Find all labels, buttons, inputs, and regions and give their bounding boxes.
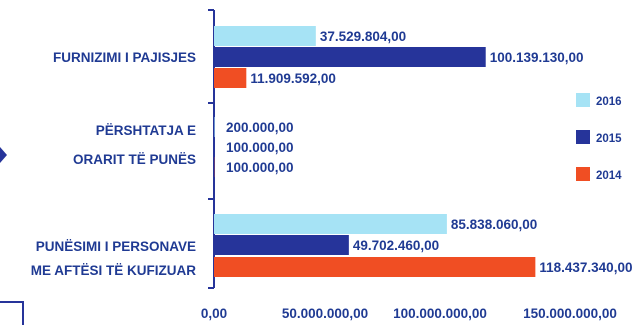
value-labels: 37.529.804,00 100.139.130,00 11.909.592,00…	[226, 29, 632, 275]
legend-label-2015: 2015	[596, 133, 622, 145]
value-label: 11.909.592,00	[250, 71, 336, 86]
x-tick-label: 100.000.000,00	[393, 306, 487, 321]
bar-2016-3	[214, 214, 447, 234]
value-label: 100.139.130,00	[490, 50, 584, 65]
category-label: PUNËSIMI I PERSONAVE	[36, 239, 196, 254]
value-label: 200.000,00	[226, 120, 294, 135]
category-label: ORARIT TË PUNËS	[73, 152, 196, 167]
value-label: 118.437.340,00	[539, 260, 632, 275]
x-tick-labels: 0,00 50.000.000,00 100.000.000,00 150.000.0…	[201, 306, 617, 321]
corner-bracket	[0, 301, 24, 325]
axis	[208, 9, 215, 289]
bar-2016-2	[214, 117, 215, 137]
category-label: FURNIZIMI I PAJISJES	[53, 50, 196, 65]
value-label: 100.000,00	[226, 160, 294, 175]
legend: 2016 2015 2014	[576, 93, 622, 182]
value-label: 37.529.804,00	[320, 29, 406, 44]
legend-swatch-2015	[576, 130, 590, 144]
legend-swatch-2014	[576, 167, 590, 181]
category-label: PËRSHTATJA E	[96, 123, 196, 138]
bar-2016-1	[214, 26, 316, 46]
bar-2014-3	[214, 257, 536, 277]
bar-2015-3	[214, 235, 349, 255]
legend-label-2016: 2016	[596, 96, 622, 108]
bars	[214, 26, 536, 277]
value-label: 49.702.460,00	[353, 238, 439, 253]
category-label: ME AFTËSI TË KUFIZUAR	[31, 263, 196, 278]
legend-swatch-2016	[576, 93, 590, 107]
legend-label-2014: 2014	[596, 170, 622, 182]
x-tick-label: 50.000.000,00	[282, 306, 368, 321]
x-tick-label: 150.000.000,00	[523, 306, 617, 321]
value-label: 85.838.060,00	[451, 217, 537, 232]
arrow-icon	[0, 147, 7, 163]
value-label: 100.000,00	[226, 140, 294, 155]
category-labels: FURNIZIMI I PAJISJES PËRSHTATJA E ORARIT T…	[31, 50, 196, 278]
bar-2014-1	[214, 68, 247, 88]
decorations	[0, 147, 24, 325]
bar-2015-1	[214, 47, 486, 67]
x-tick-label: 0,00	[201, 306, 227, 321]
